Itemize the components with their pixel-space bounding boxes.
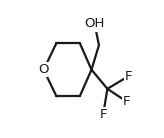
Text: F: F (99, 108, 107, 121)
Text: OH: OH (84, 18, 105, 30)
Text: O: O (38, 63, 49, 76)
Text: F: F (125, 70, 132, 83)
Text: F: F (123, 95, 130, 108)
